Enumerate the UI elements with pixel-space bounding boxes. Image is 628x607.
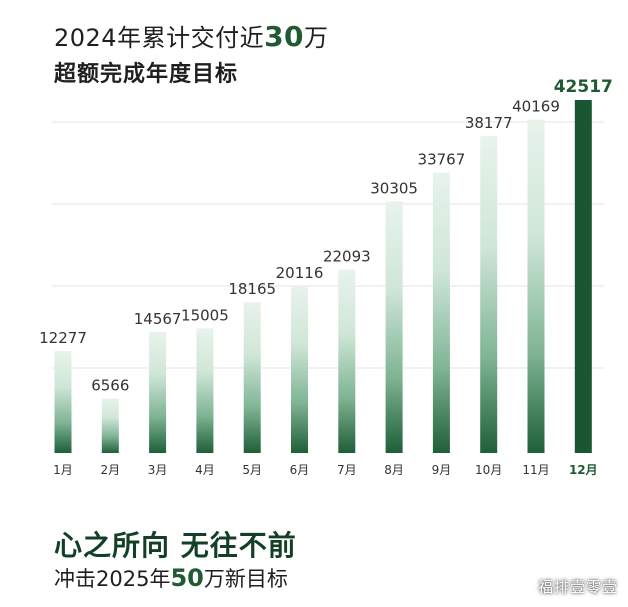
bar-5月 <box>243 302 261 453</box>
bars <box>54 100 592 454</box>
headline: 2024年累计交付近30万 <box>54 18 329 53</box>
subheadline: 超额完成年度目标 <box>54 62 239 87</box>
bar-11月 <box>527 119 545 454</box>
x-tick-10月: 10月 <box>475 463 502 477</box>
goal-suffix: 万新目标 <box>203 567 288 591</box>
bar-8月 <box>385 201 403 453</box>
goal-prefix: 冲击2025年 <box>54 567 171 591</box>
x-tick-3月: 3月 <box>148 463 168 477</box>
x-tick-7月: 7月 <box>337 463 357 477</box>
value-label-10月: 38177 <box>465 114 513 132</box>
bar-12月 <box>574 100 592 454</box>
value-label-6月: 20116 <box>276 264 324 282</box>
headline-suffix: 万 <box>304 24 329 52</box>
x-tick-5月: 5月 <box>242 463 262 477</box>
x-tick-4月: 4月 <box>195 463 215 477</box>
x-tick-1月: 1月 <box>53 463 73 477</box>
x-tick-2月: 2月 <box>100 463 120 477</box>
value-label-9月: 33767 <box>418 151 466 169</box>
watermark: 福排壹零壹 <box>537 578 618 596</box>
value-label-1月: 12277 <box>39 329 87 347</box>
bar-6月 <box>291 285 308 453</box>
headline-number: 30 <box>264 20 305 53</box>
value-label-2月: 6566 <box>91 376 129 394</box>
grid-lines <box>52 121 604 369</box>
bar-3月 <box>149 332 167 453</box>
bar-2月 <box>101 398 119 453</box>
goal-line: 冲击2025年50万新目标 <box>54 563 288 593</box>
value-label-4月: 15005 <box>181 306 229 324</box>
value-label-8月: 30305 <box>370 179 418 197</box>
value-label-7月: 22093 <box>323 248 371 266</box>
value-label-11月: 40169 <box>512 98 560 116</box>
slogan: 心之所向 无往不前 <box>54 529 297 562</box>
x-tick-11月: 11月 <box>522 463 549 477</box>
goal-number: 50 <box>170 564 204 592</box>
x-tick-12月: 12月 <box>569 463 598 477</box>
value-label-12月: 42517 <box>554 77 613 97</box>
x-tick-9月: 9月 <box>432 463 452 477</box>
bar-1月 <box>54 351 72 453</box>
headline-prefix: 2024年累计交付近 <box>54 24 265 52</box>
bar-4月 <box>196 328 214 453</box>
bar-10月 <box>480 136 498 453</box>
x-tick-8月: 8月 <box>384 463 404 477</box>
x-axis-ticks: 1月 2月 3月 4月 5月 6月 7月 8月 9月 10月 11月 12月 <box>53 463 597 477</box>
value-label-3月: 14567 <box>134 310 182 328</box>
x-tick-6月: 6月 <box>290 463 310 477</box>
value-label-5月: 18165 <box>228 280 276 298</box>
bar-7月 <box>338 269 356 453</box>
bar-9月 <box>432 172 450 453</box>
